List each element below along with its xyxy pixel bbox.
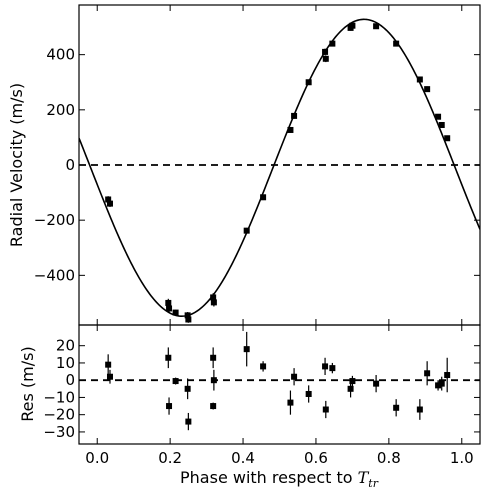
- residual-point-2: [165, 354, 172, 361]
- residual-point-19: [349, 378, 356, 385]
- residual-point-13: [291, 373, 298, 380]
- top-y-tick-label: 200: [46, 101, 75, 119]
- top-y-tick-label: −200: [34, 211, 75, 229]
- rv-point-12: [291, 112, 298, 119]
- rv-point-18: [349, 22, 356, 29]
- residual-point-0: [105, 361, 112, 368]
- x-tick-label: 0.8: [377, 449, 401, 467]
- x-axis-label-subscript: tr: [368, 477, 378, 490]
- x-axis-label: Phase with respect to Ttr: [180, 468, 379, 490]
- residual-point-4: [172, 378, 179, 385]
- residual-point-3: [166, 403, 173, 410]
- bottom-y-tick-label: 20: [56, 337, 75, 355]
- top-y-tick-label: 400: [46, 46, 75, 64]
- rv-point-7: [210, 294, 217, 301]
- residual-point-6: [185, 418, 192, 425]
- rv-point-13: [305, 79, 312, 86]
- model-curve: [79, 18, 480, 317]
- residual-point-21: [393, 404, 400, 411]
- rv-point-21: [416, 76, 423, 83]
- x-tick-label: 0.6: [304, 449, 328, 467]
- residual-point-17: [329, 365, 336, 372]
- residual-point-9: [210, 403, 217, 410]
- residual-point-8: [210, 377, 217, 384]
- x-tick-label: 1.0: [450, 449, 474, 467]
- residual-panel: [79, 331, 480, 431]
- bottom-y-axis-label: Res (m/s): [18, 346, 37, 421]
- x-axis-label-symbol: T: [358, 468, 370, 487]
- bottom-y-tick-label: −10: [43, 388, 75, 406]
- bottom-y-tick-label: −20: [43, 406, 75, 424]
- rv-point-16: [329, 40, 336, 47]
- rv-point-5: [184, 312, 191, 319]
- residual-point-26: [444, 372, 451, 379]
- top-y-axis-label: Radial Velocity (m/s): [7, 83, 26, 247]
- rv-point-25: [444, 135, 451, 142]
- rv-point-20: [393, 40, 400, 47]
- rv-point-23: [435, 113, 442, 120]
- residual-point-11: [260, 363, 267, 370]
- x-tick-label: 0.4: [231, 449, 255, 467]
- rv-point-6: [185, 316, 192, 323]
- residual-point-23: [424, 370, 431, 377]
- top-panel: [79, 18, 480, 323]
- residual-point-20: [373, 380, 380, 387]
- rv-point-15: [322, 55, 329, 62]
- bottom-y-tick-label: −30: [43, 423, 75, 441]
- rv-point-2: [165, 299, 172, 306]
- rv-point-8: [210, 299, 217, 306]
- residual-point-24: [435, 382, 442, 389]
- top-y-tick-label: −400: [34, 266, 75, 284]
- rv-point-22: [424, 86, 431, 93]
- residual-point-18: [347, 385, 354, 392]
- rv-point-1: [106, 200, 113, 207]
- residual-point-7: [210, 354, 217, 361]
- residual-point-16: [322, 406, 329, 413]
- axes: 0.0 0.2 0.4 0.6 0.8 1.0−400−2000200400−30−20−…: [34, 5, 480, 467]
- bottom-plot-frame: [78, 324, 481, 445]
- x-axis-label-text: Phase with respect to: [180, 468, 358, 487]
- residual-point-5: [184, 385, 191, 392]
- rv-point-3: [166, 305, 173, 312]
- residual-point-25: [438, 380, 445, 387]
- top-y-tick-label: 0: [65, 156, 75, 174]
- residual-point-22: [416, 406, 423, 413]
- residual-point-14: [305, 390, 312, 397]
- rv-point-24: [438, 122, 445, 128]
- x-tick-label: 0.2: [158, 449, 182, 467]
- rv-point-11: [287, 126, 294, 133]
- rv-point-0: [105, 196, 112, 203]
- bottom-y-tick-label: 0: [65, 371, 75, 389]
- x-tick-label: 0.0: [85, 449, 109, 467]
- bottom-y-tick-label: 10: [56, 354, 75, 372]
- rv-point-4: [172, 309, 179, 316]
- rv-point-10: [260, 194, 267, 201]
- rv-point-9: [243, 227, 250, 234]
- rv-point-14: [322, 48, 329, 55]
- residual-point-10: [243, 346, 250, 353]
- residual-point-12: [287, 399, 294, 406]
- residual-point-15: [322, 363, 329, 370]
- residual-point-1: [106, 373, 113, 380]
- rv-point-19: [373, 23, 380, 30]
